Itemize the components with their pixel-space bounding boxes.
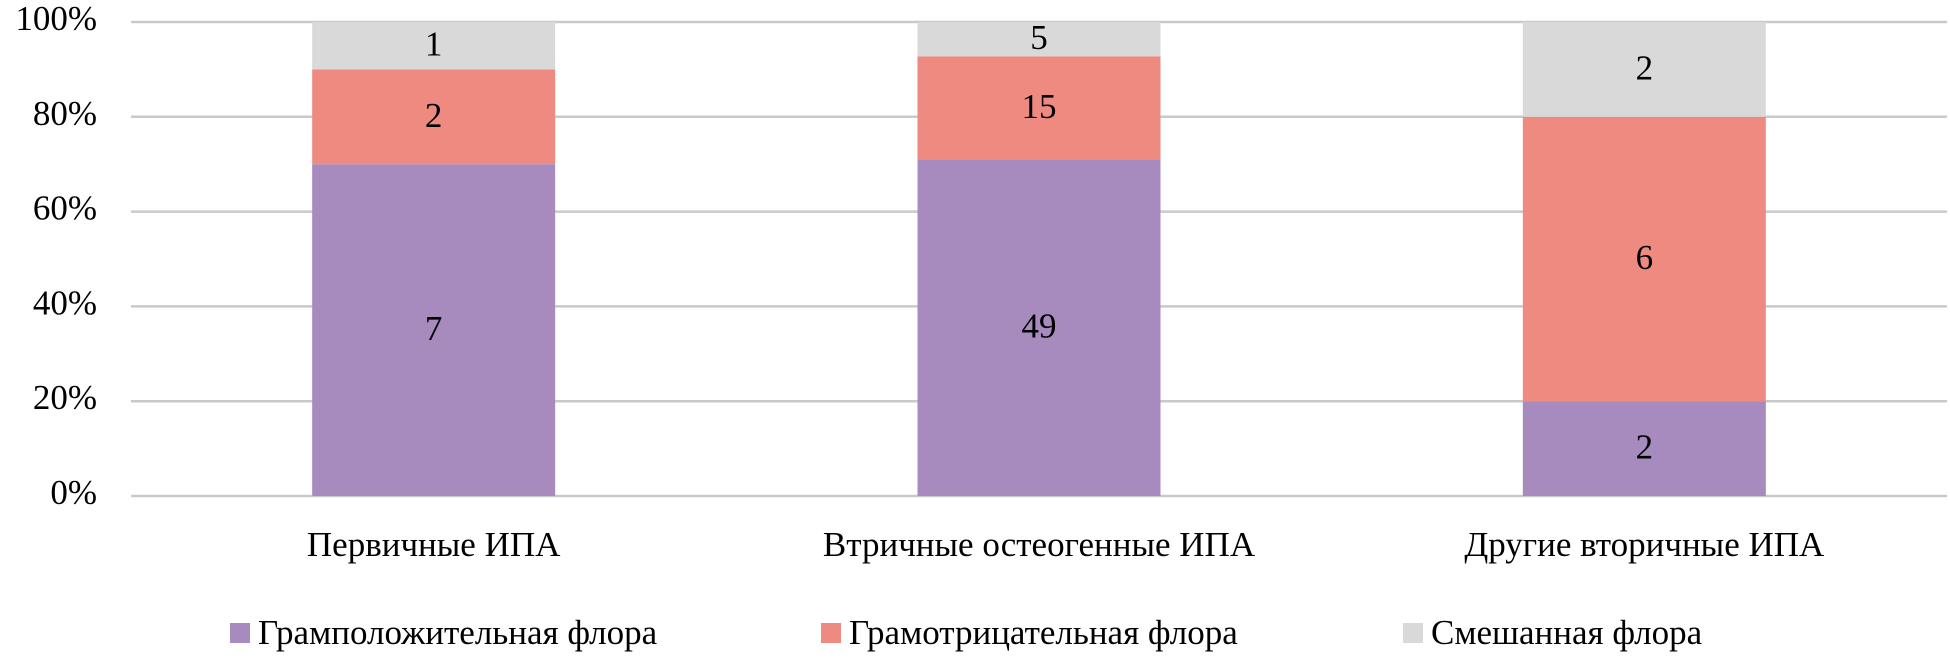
data-label: 15 — [1022, 87, 1057, 126]
bar-segment — [1522, 401, 1766, 496]
legend-label: Грамположительная флора — [258, 613, 658, 652]
data-label: 1 — [425, 25, 443, 64]
bar-segment — [312, 22, 556, 70]
y-tick-label: 80% — [33, 94, 97, 133]
bar-segment — [917, 159, 1161, 497]
data-label: 2 — [1636, 48, 1654, 87]
bar-segment — [1522, 116, 1766, 402]
bar-segment — [917, 56, 1161, 160]
legend-label: Смешанная флора — [1431, 613, 1703, 652]
data-label: 49 — [1022, 307, 1057, 346]
bar-segment — [312, 164, 556, 496]
data-label: 5 — [1030, 18, 1048, 57]
bar-segment — [1522, 22, 1766, 117]
y-tick-label: 0% — [50, 473, 97, 512]
y-tick-label: 100% — [15, 0, 97, 38]
bar-segment — [312, 69, 556, 165]
bar-segment — [917, 22, 1161, 57]
data-label: 6 — [1636, 238, 1654, 277]
y-tick-label: 60% — [33, 189, 97, 228]
x-tick-label: Втричные остеогенные ИПА — [823, 525, 1256, 564]
legend-swatch — [821, 623, 841, 643]
x-tick-label: Другие вторичные ИПА — [1464, 525, 1825, 564]
legend-swatch — [230, 623, 250, 643]
y-tick-label: 40% — [33, 283, 97, 322]
x-tick-label: Первичные ИПА — [307, 525, 561, 564]
data-label: 7 — [425, 309, 443, 348]
data-label: 2 — [1636, 428, 1654, 467]
y-tick-label: 20% — [33, 378, 97, 417]
data-label: 2 — [425, 96, 443, 135]
legend-swatch — [1403, 623, 1423, 643]
legend-label: Грамотрицательная флора — [849, 613, 1238, 652]
